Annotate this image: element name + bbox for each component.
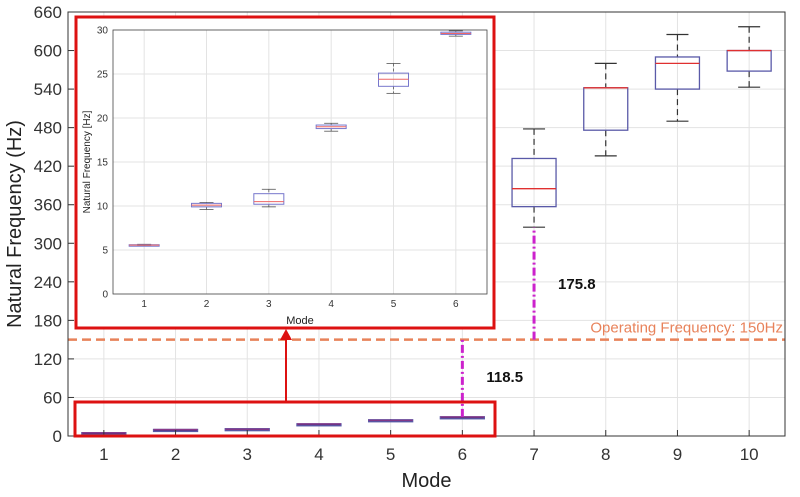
x-tick-label: 6 [458, 445, 467, 464]
operating-frequency-group: Operating Frequency: 150Hz [68, 320, 785, 341]
inset-y-tick-label: 10 [97, 202, 109, 213]
inset-x-tick-label: 4 [328, 299, 334, 310]
y-tick-label: 420 [34, 157, 62, 176]
y-axis-title: Natural Frequency (Hz) [4, 120, 26, 328]
inset-x-tick-label: 2 [204, 299, 210, 310]
inset-box-iqr [253, 193, 285, 205]
zoom-connector-arrowhead [280, 329, 292, 340]
gap-annotations: 118.5 175.8 [460, 227, 596, 417]
highlight-group [73, 329, 497, 438]
inset-x-axis-title: Mode [286, 315, 314, 327]
y-tick-label: 120 [34, 350, 62, 369]
x-axis-title: Mode [401, 470, 451, 492]
inset-y-tick-label: 5 [102, 246, 108, 257]
x-tick-label: 2 [171, 445, 180, 464]
inset-y-tick-label: 15 [97, 158, 109, 169]
y-tick-label: 660 [34, 3, 62, 22]
x-tick-label: 7 [529, 445, 538, 464]
inset-x-tick-label: 5 [391, 299, 397, 310]
y-tick-label: 300 [34, 234, 62, 253]
inset-x-tick-label: 3 [266, 299, 272, 310]
inset-frame [74, 15, 496, 330]
operating-frequency-label: Operating Frequency: 150Hz [590, 320, 783, 337]
inset-x-tick-label: 6 [453, 299, 459, 310]
inset-plot: 0 5 10 15 20 25 30 1 2 3 4 5 6 Mode Natural Frequency … [74, 15, 496, 330]
y-tick-label: 600 [34, 42, 62, 61]
y-tick-label: 240 [34, 273, 62, 292]
inset-plot-frame [112, 29, 488, 295]
y-tick-label: 60 [43, 388, 62, 407]
x-tick-label: 3 [243, 445, 252, 464]
box-iqr [654, 56, 701, 90]
y-tick-label: 0 [53, 427, 62, 446]
x-tick-label: 4 [314, 445, 323, 464]
x-tick-label: 5 [386, 445, 395, 464]
inset-y-tick-label: 30 [97, 26, 109, 37]
y-tick-label: 360 [34, 196, 62, 215]
x-tick-label: 9 [673, 445, 682, 464]
box-iqr [511, 157, 557, 208]
inset-y-tick-label: 20 [97, 114, 109, 125]
y-tick-label: 480 [34, 119, 62, 138]
gap-value-label: 118.5 [486, 369, 523, 386]
inset-x-tick-label: 1 [141, 299, 147, 310]
x-tick-label: 8 [601, 445, 610, 464]
inset-y-tick-label: 0 [102, 290, 108, 301]
y-tick-label: 540 [34, 80, 62, 99]
x-tick-label: 1 [99, 445, 108, 464]
gap-value-label: 175.8 [558, 276, 596, 293]
inset-y-tick-label: 25 [97, 70, 109, 81]
y-tick-label: 180 [34, 311, 62, 330]
x-tick-label: 10 [740, 445, 759, 464]
inset-y-axis-title: Natural Frequency [Hz] [82, 110, 93, 213]
